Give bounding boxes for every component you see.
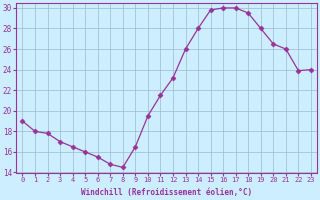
X-axis label: Windchill (Refroidissement éolien,°C): Windchill (Refroidissement éolien,°C) <box>81 188 252 197</box>
